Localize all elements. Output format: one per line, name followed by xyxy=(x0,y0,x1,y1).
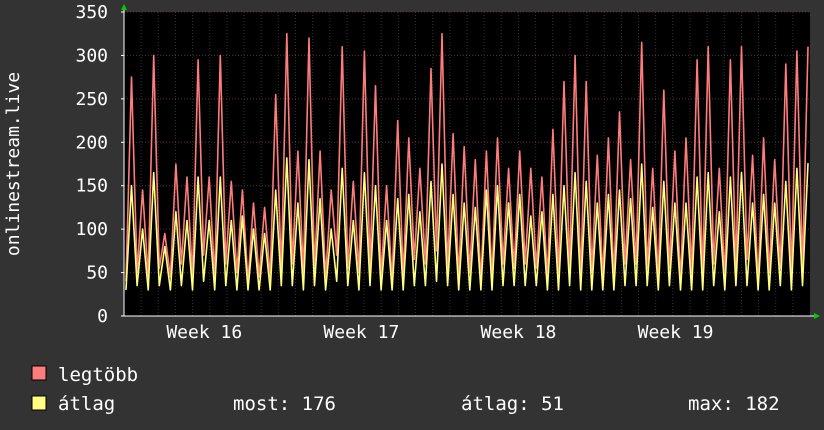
legend: legtöbb átlag most: 176 átlag: 51 max: 1… xyxy=(31,364,780,415)
y-tick-label: 0 xyxy=(97,306,108,327)
x-axis-arrow xyxy=(814,313,820,319)
series-layer xyxy=(125,32,809,291)
stat-atlag: átlag: 51 xyxy=(461,393,564,415)
y-tick-label: 200 xyxy=(75,132,108,153)
legend-swatch-legtobb xyxy=(31,365,47,381)
series-line-1 xyxy=(125,157,809,291)
y-tick-labels: 0 50 100 150 200 250 300 350 xyxy=(75,2,124,327)
y-tick-label: 250 xyxy=(75,89,108,110)
y-tick-label: 300 xyxy=(75,45,108,66)
y-tick-label: 150 xyxy=(75,176,108,197)
x-tick-labels: Week 16 Week 17 Week 18 Week 19 xyxy=(166,322,713,343)
legend-swatch-atlag xyxy=(31,395,47,411)
legend-label-legtobb: legtöbb xyxy=(58,364,138,386)
y-tick-label: 50 xyxy=(86,263,108,284)
legend-label-atlag: átlag xyxy=(58,393,115,415)
x-tick-label: Week 17 xyxy=(323,322,399,343)
y-axis-arrow xyxy=(121,4,127,10)
axes xyxy=(121,4,820,319)
y-tick-label: 100 xyxy=(75,219,108,240)
stat-most: most: 176 xyxy=(233,393,336,415)
x-tick-label: Week 19 xyxy=(638,322,714,343)
y-tick-label: 350 xyxy=(75,2,108,23)
legend-entry-legtobb: legtöbb xyxy=(31,364,138,386)
x-tick-label: Week 18 xyxy=(481,322,557,343)
legend-entry-atlag: átlag most: 176 átlag: 51 max: 182 xyxy=(31,393,780,415)
series-line-0 xyxy=(125,32,809,283)
stat-max: max: 182 xyxy=(688,393,780,415)
x-tick-label: Week 16 xyxy=(166,322,242,343)
y-axis-label: onlinestream.live xyxy=(3,72,24,256)
